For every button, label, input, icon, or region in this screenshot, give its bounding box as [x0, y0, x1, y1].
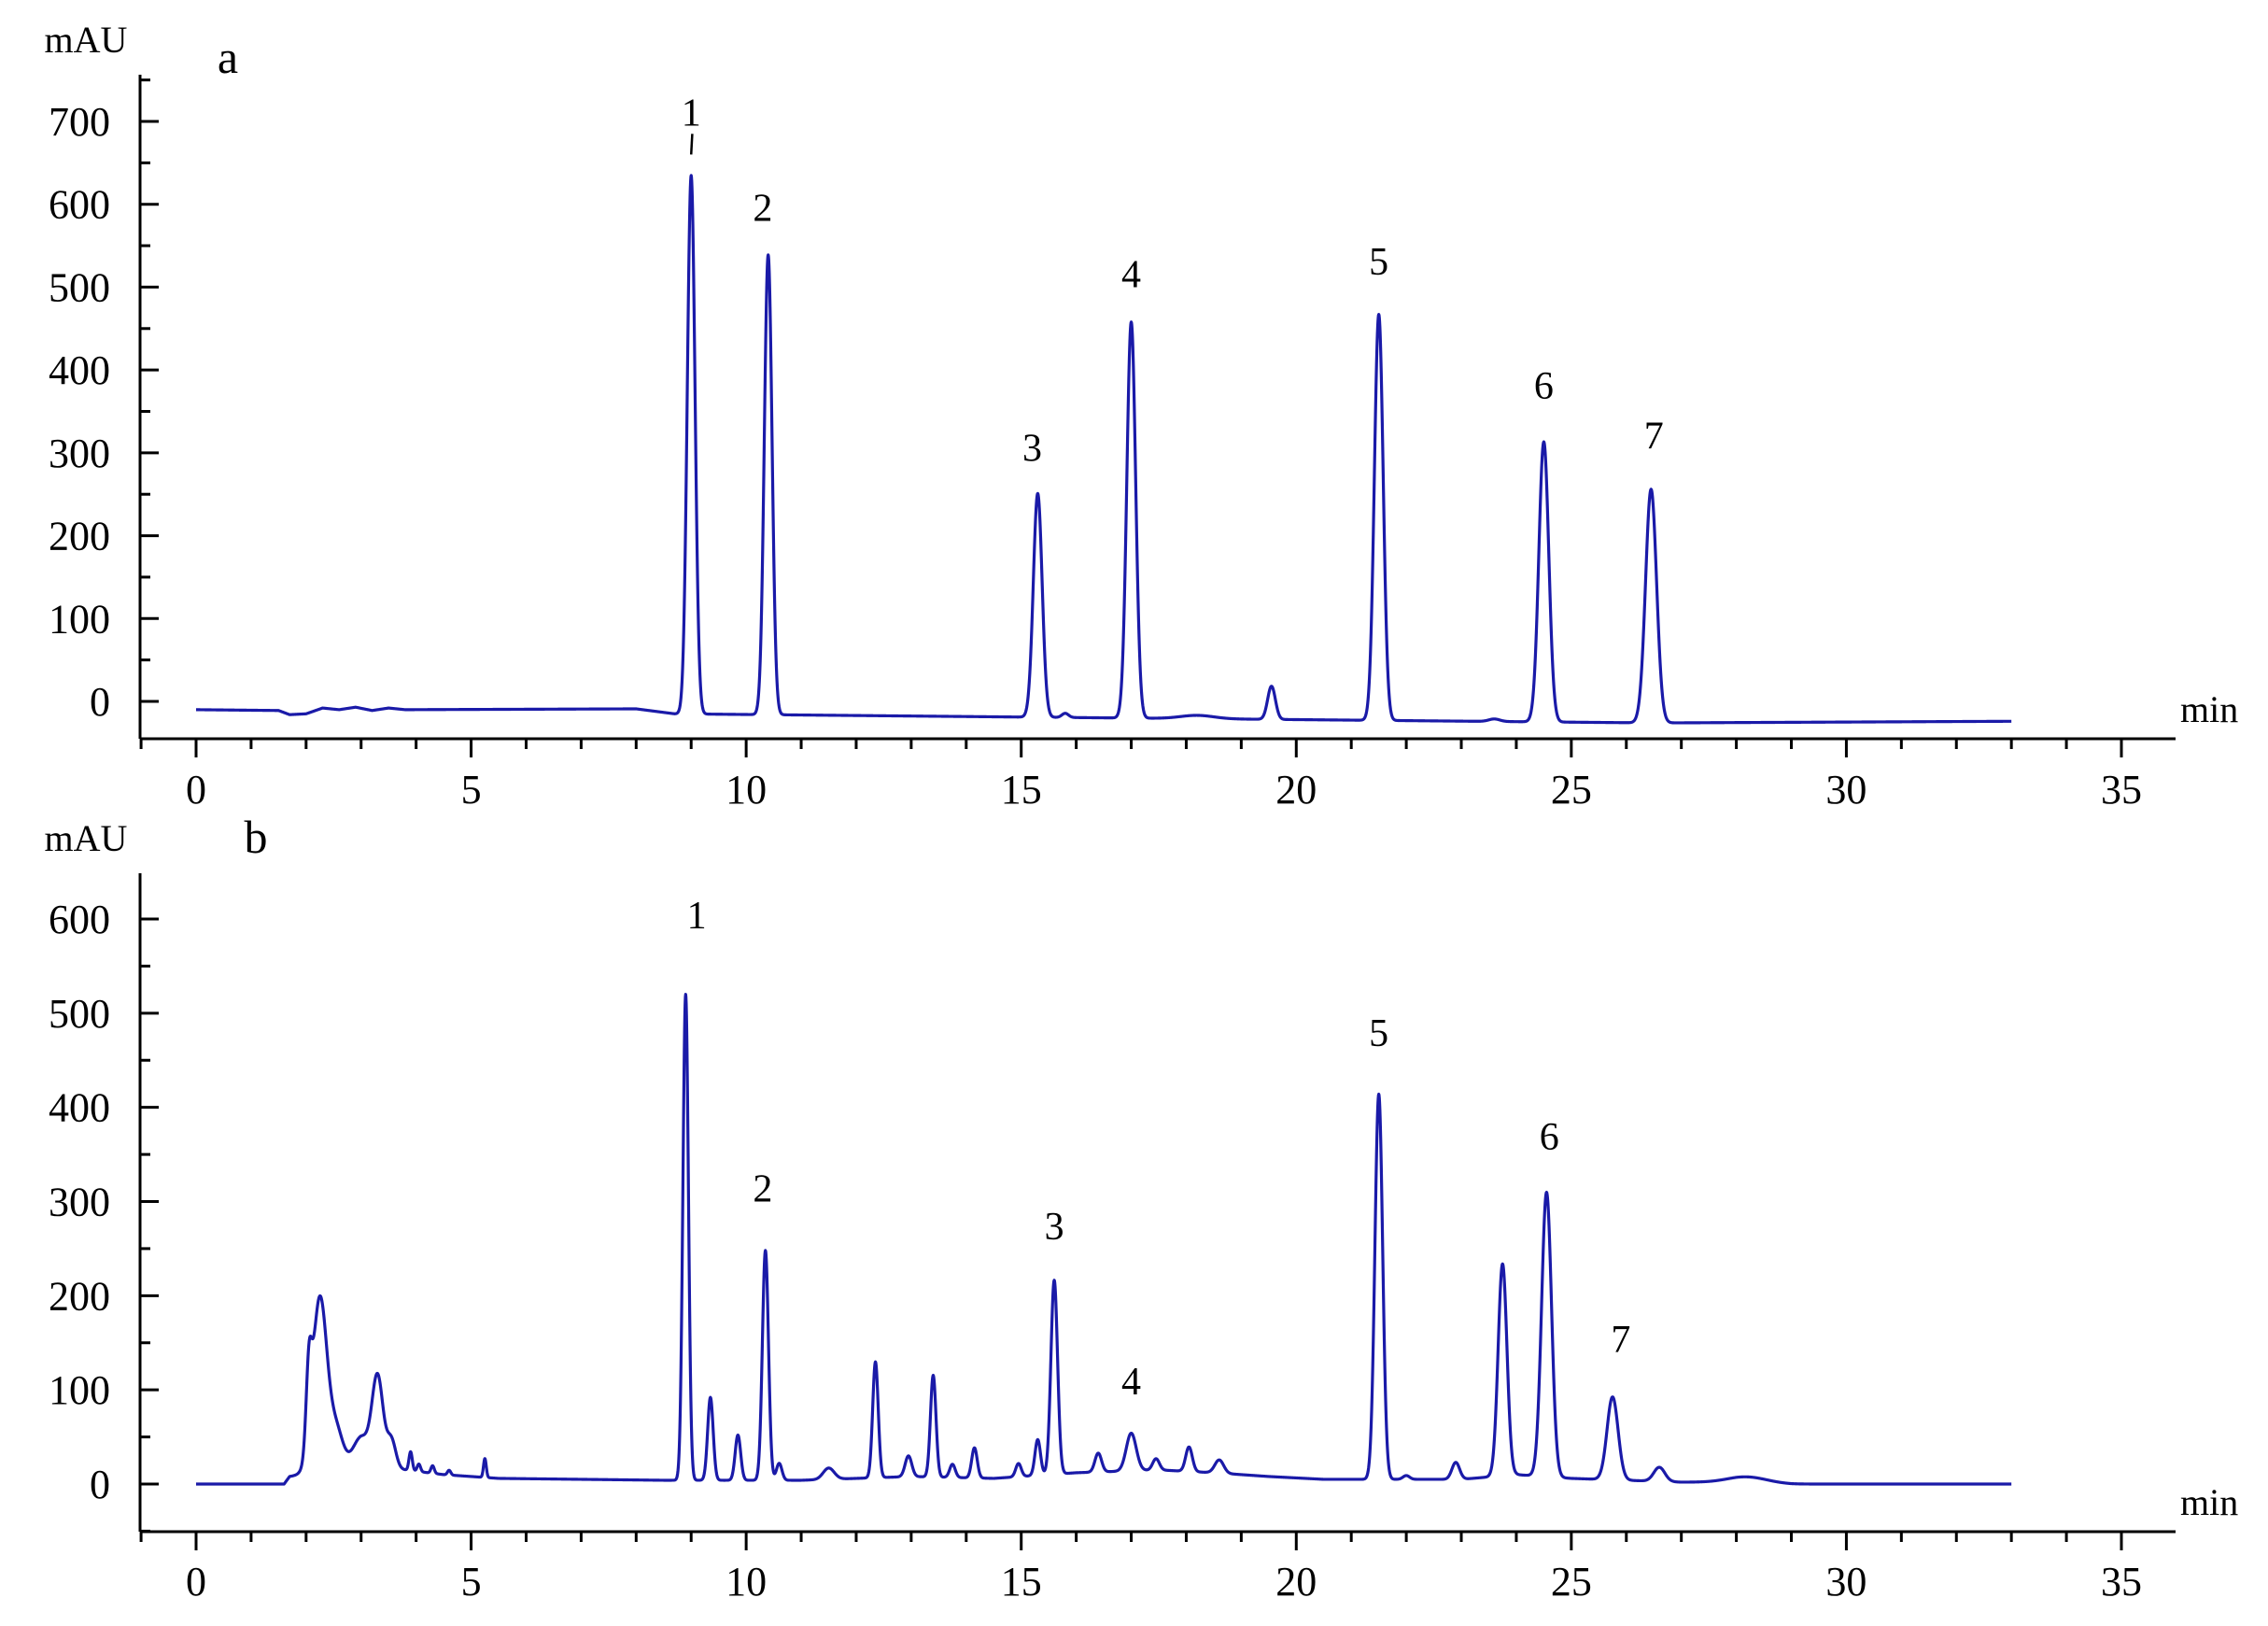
peak-label-6: 6 [1534, 365, 1554, 408]
y-tick-label: 200 [49, 514, 110, 559]
y-tick-label: 200 [49, 1273, 110, 1319]
y-tick-label: 100 [49, 1367, 110, 1413]
y-tick-label: 300 [49, 431, 110, 476]
peak-label-2: 2 [753, 1168, 772, 1211]
x-axis-label: min [2180, 1481, 2238, 1523]
x-tick-label: 15 [1001, 1559, 1042, 1605]
x-tick-label: 30 [1825, 767, 1867, 813]
x-tick-label: 25 [1551, 767, 1592, 813]
peak-label-7: 7 [1611, 1319, 1630, 1362]
x-tick-label: 20 [1275, 767, 1317, 813]
y-axis-label: mAU [45, 817, 128, 859]
y-tick-label: 100 [49, 596, 110, 642]
x-tick-label: 10 [725, 767, 767, 813]
y-axis-label: mAU [45, 19, 128, 61]
peak-label-3: 3 [1045, 1206, 1064, 1249]
x-tick-label: 10 [725, 1559, 767, 1605]
y-tick-label: 700 [49, 99, 110, 145]
chromatogram-trace [194, 993, 2013, 1486]
panel-b-chromatogram: 0 5 10 15 20 25 30 350100200300400500600mAUminb… [45, 811, 2239, 1605]
panel-label: b [245, 811, 268, 863]
x-tick-label: 35 [2101, 767, 2142, 813]
chromatogram-trace [194, 174, 2013, 725]
peak-label-5: 5 [1369, 1012, 1388, 1055]
x-tick-label: 30 [1825, 1559, 1867, 1605]
x-tick-label: 25 [1551, 1559, 1592, 1605]
peak-label-1: 1 [687, 895, 707, 938]
y-tick-label: 400 [49, 1085, 110, 1131]
x-tick-label: 35 [2101, 1559, 2142, 1605]
peak-label-4: 4 [1121, 1361, 1141, 1404]
y-tick-label: 600 [49, 897, 110, 942]
x-axis-label: min [2180, 688, 2238, 730]
y-tick-label: 500 [49, 991, 110, 1037]
peak-label-2: 2 [753, 187, 772, 230]
y-tick-label: 600 [49, 182, 110, 228]
y-tick-label: 400 [49, 347, 110, 393]
x-tick-label: 5 [461, 767, 482, 813]
peak-label-5: 5 [1369, 241, 1388, 284]
peak-label-3: 3 [1022, 428, 1042, 471]
panel-label: a [218, 31, 238, 83]
y-tick-label: 0 [90, 1462, 110, 1507]
peak-1-leader-line [689, 134, 694, 155]
x-tick-label: 0 [186, 767, 206, 813]
x-tick-label: 5 [461, 1559, 482, 1605]
y-tick-label: 0 [90, 679, 110, 725]
peak-label-4: 4 [1121, 253, 1141, 296]
peak-label-6: 6 [1540, 1116, 1559, 1159]
peak-label-7: 7 [1644, 415, 1664, 458]
y-tick-label: 300 [49, 1180, 110, 1225]
y-tick-label: 500 [49, 264, 110, 310]
x-tick-label: 20 [1275, 1559, 1317, 1605]
x-tick-label: 15 [1001, 767, 1042, 813]
peak-label-1: 1 [682, 92, 701, 134]
panel-a-chromatogram: 0 5 10 15 20 25 30 350100200300400500600700mAUm… [45, 19, 2239, 813]
x-tick-label: 0 [186, 1559, 206, 1605]
